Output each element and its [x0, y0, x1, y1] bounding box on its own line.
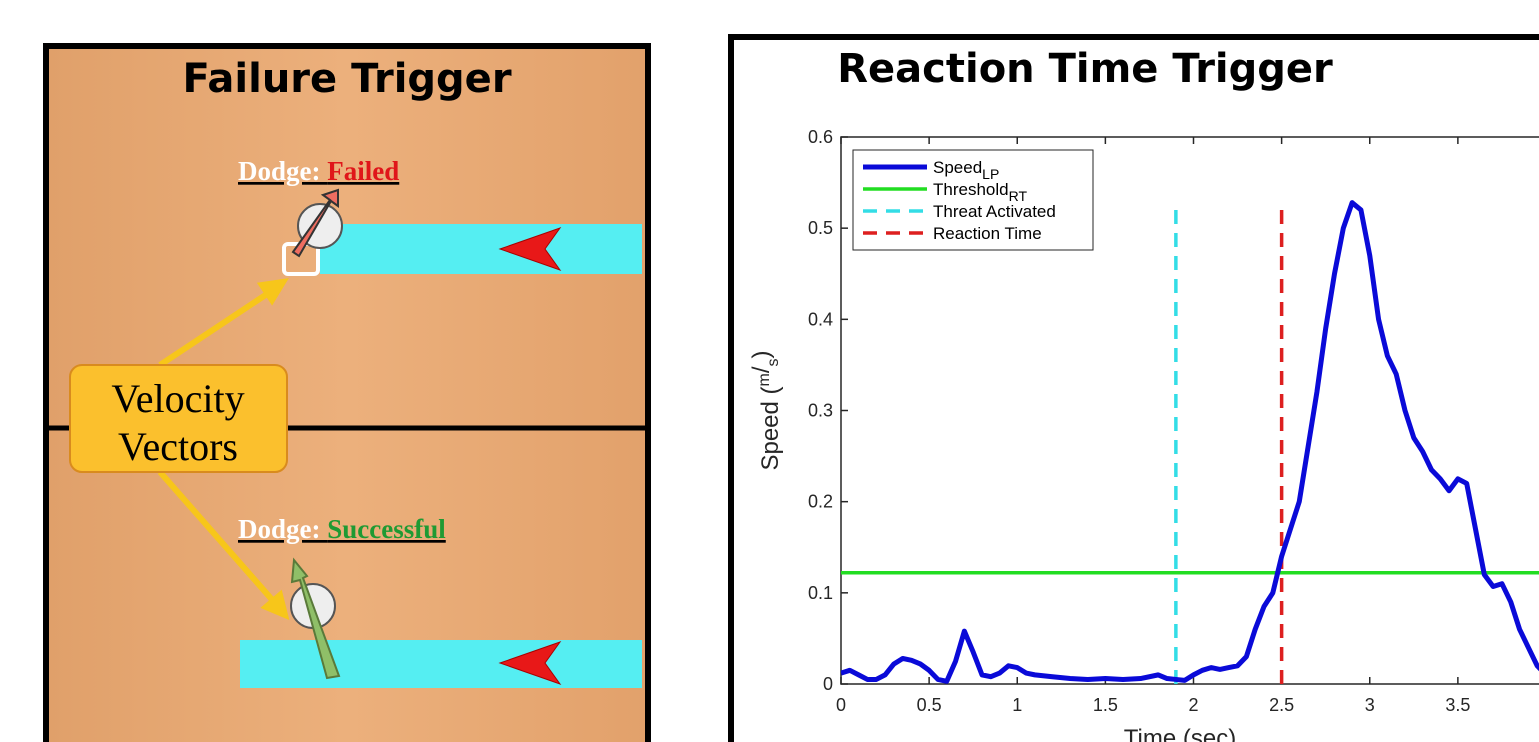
x-tick-label: 0.5 — [917, 695, 942, 715]
legend-entry: SpeedLP — [933, 158, 999, 182]
vector-pointers — [157, 278, 290, 621]
plot: 00.511.522.533.5400.10.20.30.40.50.6Time… — [748, 127, 1539, 742]
y-axis-label-part: ) — [748, 350, 775, 358]
legend-name: Reaction Time — [933, 224, 1042, 243]
dodge-label: Dodge: — [238, 156, 321, 186]
y-tick-label: 0.2 — [808, 492, 833, 512]
dodge-status: Failed — [327, 156, 399, 186]
panel-title: Failure Trigger — [182, 56, 511, 102]
x-tick-label: 2 — [1188, 695, 1198, 715]
legend-entry: Threat Activated — [933, 202, 1056, 221]
legend-name: Threshold — [933, 180, 1009, 199]
legend-subscript: RT — [1009, 188, 1028, 204]
dodge-status: Successful — [327, 514, 446, 544]
y-axis-label: Speed (m/s) — [748, 350, 784, 470]
y-tick-label: 0.5 — [808, 218, 833, 238]
y-axis-label-part: s — [765, 358, 782, 366]
y-tick-label: 0.3 — [808, 401, 833, 421]
velocity-arrow — [290, 557, 341, 680]
callout-text: Vectors — [118, 424, 238, 469]
x-tick-label: 2.5 — [1269, 695, 1294, 715]
x-tick-label: 0 — [836, 695, 846, 715]
dodge-label: Dodge: — [238, 514, 321, 544]
dodge-text: Dodge: Successful — [238, 514, 446, 544]
legend-name: Speed — [933, 158, 982, 177]
y-axis-label-part: Speed ( — [757, 386, 784, 470]
legend-entry: ThresholdRT — [933, 180, 1027, 204]
y-tick-label: 0.6 — [808, 127, 833, 147]
series-group — [841, 200, 1539, 684]
dodge-text: Dodge: Failed — [238, 156, 399, 186]
lane — [320, 224, 642, 274]
y-tick-label: 0.1 — [808, 583, 833, 603]
callout-box — [69, 364, 288, 473]
series-line — [841, 200, 1539, 684]
callout-text: Velocity — [111, 376, 244, 421]
lane — [240, 640, 642, 688]
threat-arrow — [498, 227, 562, 271]
x-tick-label: 1 — [1012, 695, 1022, 715]
velocity-arrow — [291, 188, 339, 258]
x-tick-label: 3.5 — [1445, 695, 1470, 715]
chart-title: Reaction Time Trigger — [837, 46, 1333, 92]
threat-arrow — [498, 641, 562, 685]
legend-subscript: LP — [982, 166, 999, 182]
y-axis-label-part: m — [756, 373, 773, 386]
legend-name: Threat Activated — [933, 202, 1056, 221]
y-axis-label-part: / — [748, 366, 775, 373]
x-tick-label: 1.5 — [1093, 695, 1118, 715]
y-tick-label: 0 — [823, 674, 833, 694]
x-axis-label: Time (sec) — [1124, 725, 1236, 742]
legend-entry: Reaction Time — [933, 224, 1042, 243]
x-tick-label: 3 — [1365, 695, 1375, 715]
y-tick-label: 0.4 — [808, 309, 833, 329]
